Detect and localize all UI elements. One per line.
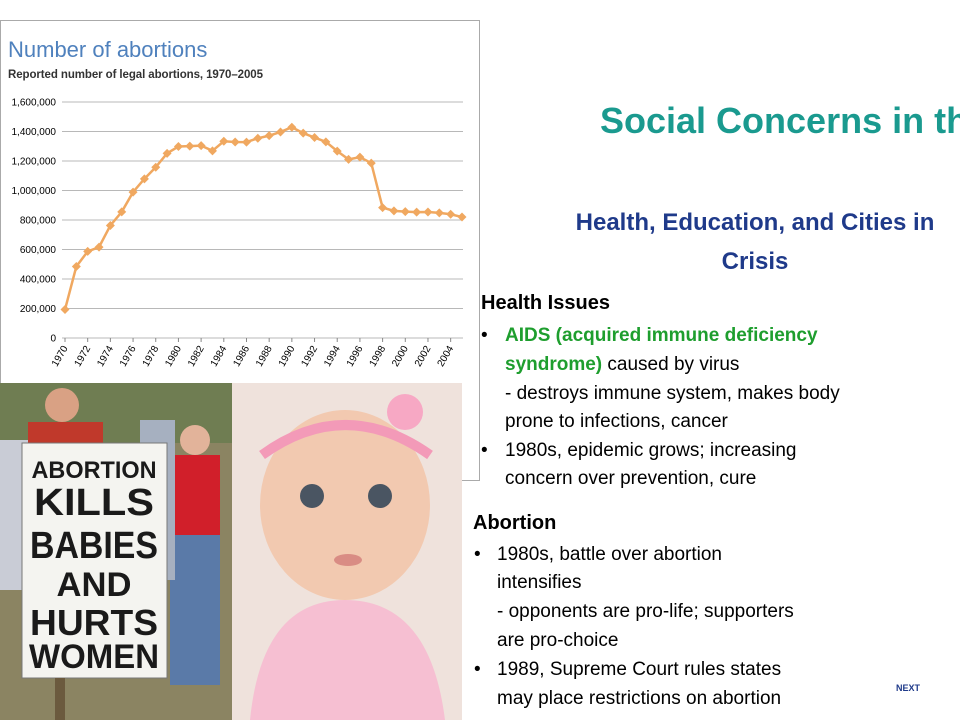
data-point <box>457 212 467 222</box>
data-point <box>71 261 81 271</box>
y-tick-label: 1,000,000 <box>12 186 57 197</box>
bullet-text: 1980s, epidemic grows; increasing <box>505 440 797 461</box>
sign-line: BABIES <box>30 525 158 567</box>
next-button[interactable]: NEXT <box>896 683 921 693</box>
bullet: • <box>474 659 481 680</box>
data-point <box>185 141 195 151</box>
data-point <box>412 207 422 217</box>
bullet-text: may place restrictions on abortion <box>497 688 782 709</box>
chart-subtitle: Reported number of legal abortions, 1970… <box>8 69 264 81</box>
data-point <box>366 158 376 168</box>
plot: 0 200,000 400,000 600,000 800,000 1,000,000 1,… <box>12 98 467 369</box>
chart-title: Number of abortions <box>8 37 207 62</box>
sign-line: ABORTION <box>32 457 157 484</box>
data-point <box>219 136 229 146</box>
y-tick-label: 600,000 <box>20 245 57 256</box>
data-point <box>423 207 433 217</box>
sign-line: HURTS <box>30 602 158 643</box>
bullet-text: 1980s, battle over abortion <box>497 544 722 565</box>
slide-subtitle: Health, Education, and Cities in Crisis <box>575 209 935 275</box>
bullet-text: - opponents are pro-life; supporters <box>497 601 794 622</box>
bullet-text: syndrome) caused by virus <box>505 354 739 376</box>
data-point <box>355 152 365 162</box>
data-point <box>434 208 444 218</box>
data-point <box>105 220 115 230</box>
y-tick-label: 1,600,000 <box>12 98 57 109</box>
y-tick-label: 0 <box>50 334 56 345</box>
bullet-text: prone to infections, cancer <box>505 411 728 432</box>
section-heading: Abortion <box>473 512 557 534</box>
data-point <box>344 154 354 164</box>
data-point <box>287 122 297 132</box>
data-point <box>400 207 410 217</box>
data-point <box>276 127 286 137</box>
y-tick-label: 200,000 <box>20 304 57 315</box>
bullet-text: intensifies <box>497 572 582 593</box>
data-point <box>321 137 331 147</box>
sign-line: WOMEN <box>29 638 159 676</box>
section-heading: Health Issues <box>481 292 610 314</box>
data-point <box>162 148 172 158</box>
data-point <box>310 133 320 143</box>
data-point <box>117 207 127 217</box>
data-point <box>60 305 70 315</box>
data-point <box>298 128 308 138</box>
y-tick-label: 1,400,000 <box>12 127 57 138</box>
slide-title: Social Concerns in the 1980s <box>600 100 960 141</box>
bullet-text: 1989, Supreme Court rules states <box>497 659 782 680</box>
text: caused by virus <box>607 354 740 375</box>
y-tick-label: 1,200,000 <box>12 157 57 168</box>
data-point <box>230 137 240 147</box>
bullet: • <box>481 440 488 461</box>
y-tick-label: 800,000 <box>20 216 57 227</box>
term: syndrome) <box>505 354 603 375</box>
data-point <box>207 146 217 156</box>
data-point <box>173 142 183 152</box>
data-point <box>151 162 161 172</box>
y-tick-label: 400,000 <box>20 275 57 286</box>
sign-line: KILLS <box>34 482 154 524</box>
data-point <box>139 174 149 184</box>
bullet-text: - destroys immune system, makes body <box>505 383 840 404</box>
protest-photo <box>0 383 232 720</box>
bullet-text: AIDS (acquired immune deficiency <box>505 325 818 346</box>
data-point <box>83 246 93 256</box>
data-point <box>196 141 206 151</box>
data-point <box>378 203 388 213</box>
bullet-text: are pro-choice <box>497 630 619 651</box>
sign-line: AND <box>57 566 132 604</box>
baby-photo <box>232 383 462 720</box>
bullet: • <box>481 325 488 346</box>
bullet-text: concern over prevention, cure <box>505 468 757 489</box>
data-point <box>389 206 399 216</box>
data-point <box>264 131 274 141</box>
data-point <box>446 209 456 219</box>
data-point <box>332 146 342 156</box>
data-point <box>253 133 263 143</box>
bullet: • <box>474 544 481 565</box>
data-point <box>94 242 104 252</box>
data-point <box>241 137 251 147</box>
data-point <box>128 187 138 197</box>
